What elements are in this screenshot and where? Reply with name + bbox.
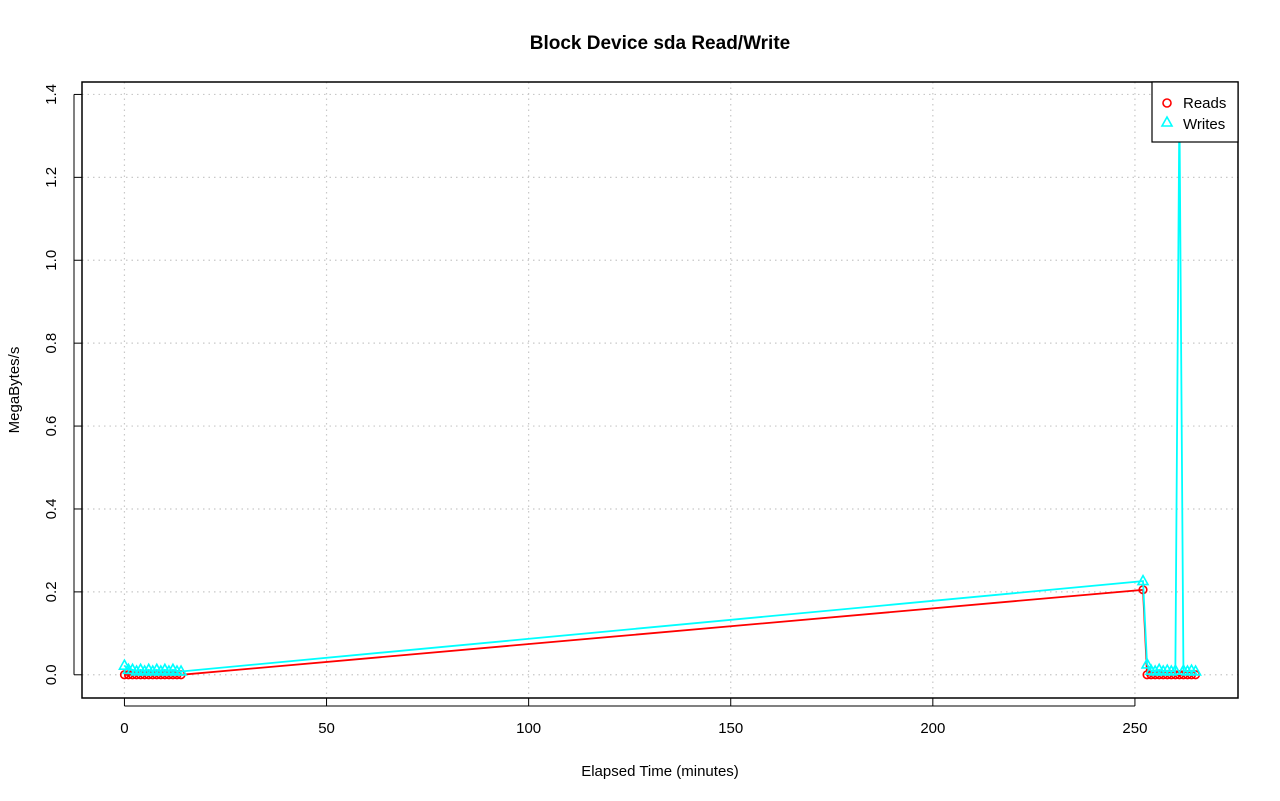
data-point-writes xyxy=(138,664,152,676)
data-point-writes xyxy=(118,658,131,670)
x-tick-label: 0 xyxy=(120,720,128,737)
y-tick-label: 0.2 xyxy=(43,581,60,602)
y-tick-label: 1.4 xyxy=(43,84,60,105)
data-point-writes xyxy=(1189,664,1202,676)
x-axis: 0 50 100 150 200 250 xyxy=(120,698,1147,737)
data-point-writes xyxy=(130,664,143,676)
x-tick-label: 50 xyxy=(318,720,335,737)
y-tick-label: 0.6 xyxy=(43,416,60,437)
data-point-writes xyxy=(1168,663,1182,675)
y-tick-label: 1.2 xyxy=(43,167,60,188)
chart-title: Block Device sda Read/Write xyxy=(530,33,790,54)
y-tick-label: 0.8 xyxy=(43,333,60,354)
y-axis: 0.0 0.2 0.4 0.6 0.8 1.0 1.2 1.4 xyxy=(43,84,82,685)
legend-box xyxy=(1151,81,1239,143)
x-tick-label: 250 xyxy=(1122,720,1147,737)
legend-writes-label: Writes xyxy=(1183,116,1225,133)
y-tick-label: 1.0 xyxy=(43,250,60,271)
data-point-writes xyxy=(1140,657,1154,669)
x-tick-label: 200 xyxy=(920,720,945,737)
data-point-writes xyxy=(174,664,188,676)
data-point-writes xyxy=(162,664,176,676)
series-line-writes xyxy=(123,104,1196,673)
legend-reads-label: Reads xyxy=(1183,95,1226,112)
data-point-writes xyxy=(1136,573,1150,586)
data-point-writes xyxy=(146,664,160,676)
legend-reads-marker xyxy=(1162,98,1172,108)
y-axis-label: MegaBytes/s xyxy=(6,347,23,434)
y-tick-label: 0.0 xyxy=(43,664,60,685)
x-tick-label: 100 xyxy=(516,720,541,737)
plot-area xyxy=(118,97,1202,680)
x-tick-label: 150 xyxy=(718,720,743,737)
grid xyxy=(82,82,1238,698)
data-point-writes xyxy=(1164,664,1178,676)
data-point-writes xyxy=(1156,664,1170,676)
x-axis-label: Elapsed Time (minutes) xyxy=(581,763,739,780)
legend: Reads Writes xyxy=(1151,81,1239,143)
data-point-writes xyxy=(154,664,168,676)
legend-writes-marker xyxy=(1160,115,1174,127)
data-point-writes xyxy=(1148,664,1162,676)
y-tick-label: 0.4 xyxy=(43,499,60,520)
data-point-writes xyxy=(1181,664,1194,676)
plot-frame xyxy=(81,81,1239,699)
